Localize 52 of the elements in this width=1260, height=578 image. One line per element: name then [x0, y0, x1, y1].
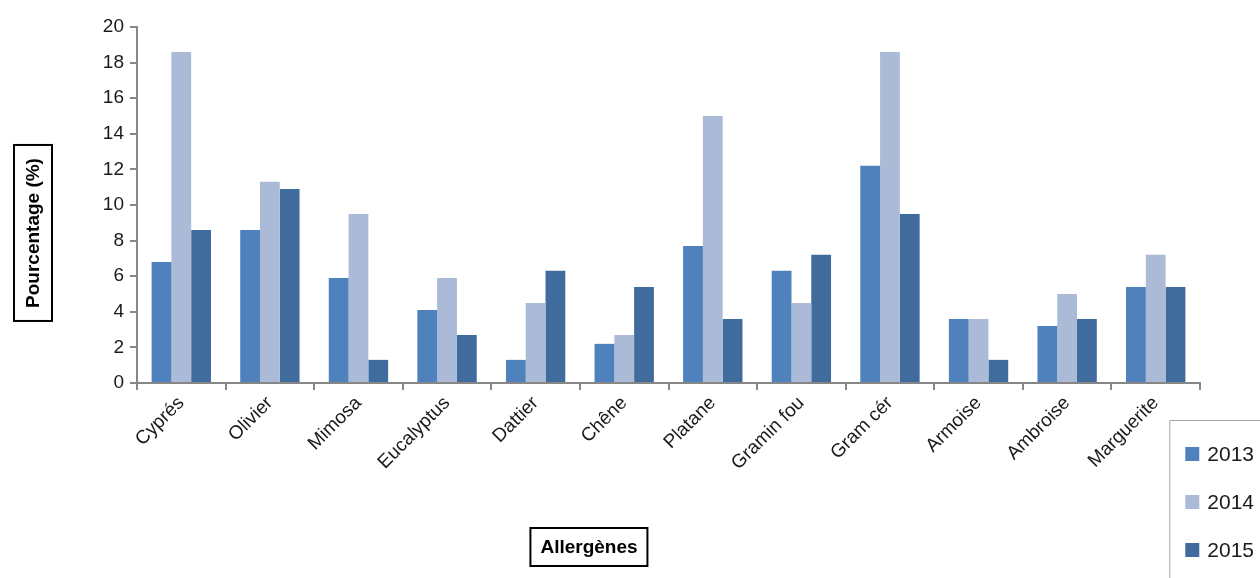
bar [191, 229, 211, 382]
bar [328, 277, 349, 382]
bar [456, 334, 477, 382]
bar [811, 254, 832, 382]
bar [614, 334, 635, 382]
y-axis-title: Pourcentage (%) [13, 144, 53, 322]
bar [437, 277, 457, 382]
bar [1165, 286, 1186, 382]
bar [1077, 318, 1097, 382]
bar [417, 310, 438, 382]
bar [171, 51, 192, 382]
y-tick-label: 16 [102, 86, 124, 108]
bar [968, 318, 989, 382]
y-tick-label: 8 [113, 228, 124, 250]
bar [791, 302, 812, 382]
y-tick-label: 18 [102, 50, 124, 72]
bar [259, 181, 280, 382]
legend-label: 2014 [1207, 489, 1255, 513]
bar [368, 359, 389, 382]
y-tick-label: 4 [113, 300, 125, 322]
bar [545, 270, 566, 382]
y-tick-label: 14 [102, 122, 125, 144]
bar [1145, 254, 1166, 382]
bar [525, 302, 546, 382]
y-tick-label: 2 [113, 335, 124, 357]
bar [1126, 286, 1146, 382]
bar [771, 270, 792, 382]
bar [1037, 326, 1058, 382]
legend-label: 2013 [1207, 441, 1254, 465]
bar [240, 229, 260, 382]
bar [988, 359, 1009, 382]
bar [634, 286, 654, 382]
bar [860, 165, 881, 382]
y-tick-label: 12 [102, 157, 124, 179]
bar [1057, 294, 1078, 382]
y-tick-label: 0 [113, 371, 124, 393]
legend-label: 2015 [1207, 537, 1254, 561]
bar [880, 51, 900, 382]
bar [279, 188, 300, 382]
bar [505, 359, 526, 382]
y-tick-label: 20 [102, 15, 124, 37]
bar [702, 116, 723, 382]
bar [683, 245, 703, 382]
bar [899, 213, 920, 382]
bar [151, 261, 172, 382]
bar [948, 318, 969, 382]
x-axis-title: Allergènes [529, 527, 649, 567]
bar [722, 318, 743, 382]
y-tick-label: 6 [113, 264, 124, 286]
y-tick-label: 10 [102, 193, 124, 215]
bar [348, 213, 369, 382]
bar [594, 343, 615, 382]
